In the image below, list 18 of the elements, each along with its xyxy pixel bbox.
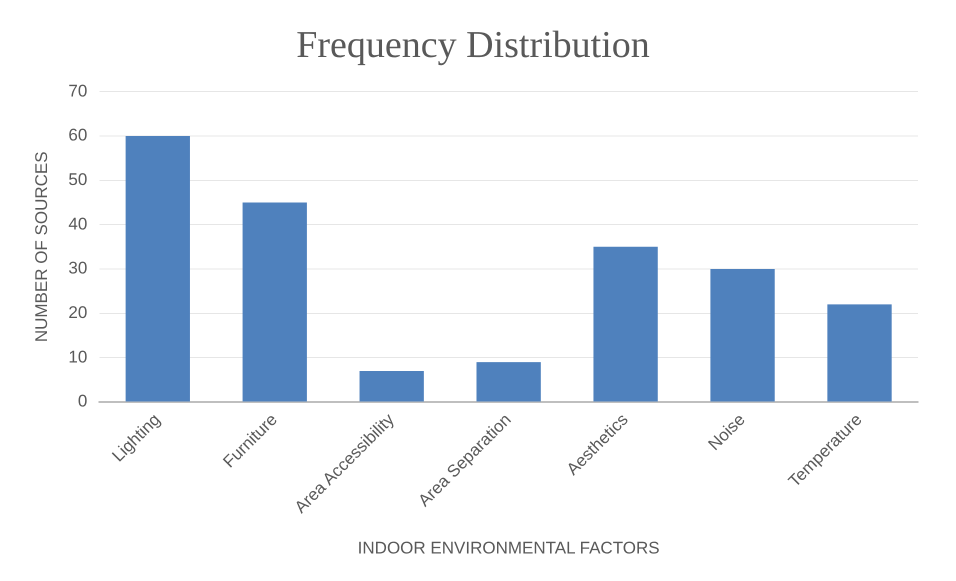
y-tick-label: 20 <box>68 302 88 322</box>
y-tick-label: 30 <box>68 258 88 278</box>
y-tick-label: 50 <box>68 170 88 189</box>
bar <box>360 370 424 402</box>
bar <box>242 202 307 402</box>
y-axis-title: NUMBER OF SOURCES <box>32 151 51 342</box>
y-tick-label: 0 <box>78 392 88 411</box>
bar <box>476 362 541 402</box>
bar <box>593 246 658 402</box>
y-tick-label: 40 <box>68 214 88 234</box>
y-tick-label: 70 <box>68 81 88 100</box>
y-tick-label: 60 <box>68 126 88 145</box>
y-tick-label: 10 <box>68 347 88 366</box>
bar <box>126 136 190 402</box>
chart-title: Frequency Distribution <box>296 24 650 66</box>
x-axis-title: INDOOR ENVIRONMENTAL FACTORS <box>358 538 660 558</box>
bar <box>827 304 892 402</box>
bar <box>710 268 775 402</box>
